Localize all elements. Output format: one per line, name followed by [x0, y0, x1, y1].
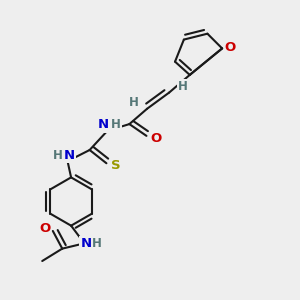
- Text: H: H: [178, 80, 187, 93]
- Text: O: O: [150, 132, 161, 145]
- Text: N: N: [64, 149, 75, 162]
- Text: N: N: [98, 118, 109, 131]
- Text: N: N: [80, 237, 92, 250]
- Text: O: O: [39, 221, 50, 235]
- Text: O: O: [225, 41, 236, 54]
- Text: H: H: [53, 149, 63, 162]
- Text: H: H: [111, 118, 121, 131]
- Text: S: S: [111, 159, 121, 172]
- Text: H: H: [92, 237, 102, 250]
- Text: H: H: [129, 96, 139, 109]
